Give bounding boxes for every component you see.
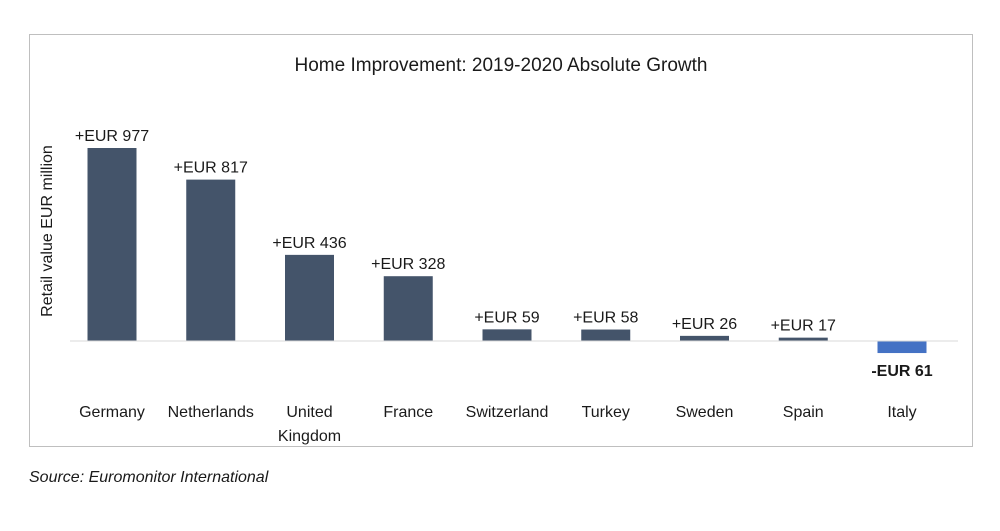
- bar-germany: [87, 148, 137, 341]
- category-label-line: United: [286, 404, 332, 421]
- data-label: +EUR 977: [75, 128, 149, 145]
- bar-italy: [877, 341, 927, 354]
- data-label: +EUR 26: [672, 316, 737, 333]
- category-label: Sweden: [676, 404, 734, 421]
- category-label: Switzerland: [466, 404, 549, 421]
- data-label: +EUR 328: [371, 256, 445, 273]
- chart-area: Home Improvement: 2019-2020 Absolute Gro…: [29, 34, 973, 447]
- bar-france: [383, 276, 433, 341]
- category-label-line: Spain: [783, 404, 824, 421]
- category-labels-group: Germany Netherlands United Kingdom France Swi…: [79, 404, 917, 445]
- category-label-line: France: [383, 404, 433, 421]
- bar-united-kingdom: [285, 254, 334, 341]
- category-label-line: Netherlands: [168, 404, 254, 421]
- category-label-line: Turkey: [582, 404, 630, 421]
- data-label: +EUR 58: [573, 310, 638, 327]
- category-label: Italy: [887, 404, 916, 421]
- data-label: +EUR 817: [174, 160, 248, 177]
- bar-spain: [778, 337, 828, 341]
- source-note: Source: Euromonitor International: [29, 469, 269, 486]
- category-label: Netherlands: [168, 404, 254, 421]
- category-label-line: Kingdom: [278, 428, 341, 445]
- category-label: United Kingdom: [278, 404, 341, 445]
- category-label: Germany: [79, 404, 145, 421]
- bar-sweden: [680, 335, 729, 341]
- category-label-line: Italy: [887, 404, 916, 421]
- category-label: Spain: [783, 404, 824, 421]
- bar-netherlands: [186, 179, 236, 341]
- category-label: France: [383, 404, 433, 421]
- bar-chart: Home Improvement: 2019-2020 Absolute Gro…: [39, 55, 958, 445]
- category-label-line: Germany: [79, 404, 145, 421]
- y-axis-label: Retail value EUR million: [39, 145, 56, 317]
- category-label: Turkey: [582, 404, 630, 421]
- category-label-line: Switzerland: [466, 404, 549, 421]
- bar-turkey: [581, 329, 631, 341]
- data-label: +EUR 59: [474, 309, 539, 326]
- bars-group: [87, 148, 927, 354]
- data-label: -EUR 61: [871, 363, 932, 380]
- chart-title: Home Improvement: 2019-2020 Absolute Gro…: [295, 55, 708, 76]
- data-label: +EUR 17: [771, 318, 836, 335]
- data-labels-group: +EUR 977 +EUR 817 +EUR 436 +EUR 328 +EUR 59 +…: [75, 128, 933, 380]
- bar-switzerland: [482, 329, 532, 341]
- category-label-line: Sweden: [676, 404, 734, 421]
- data-label: +EUR 436: [272, 235, 346, 252]
